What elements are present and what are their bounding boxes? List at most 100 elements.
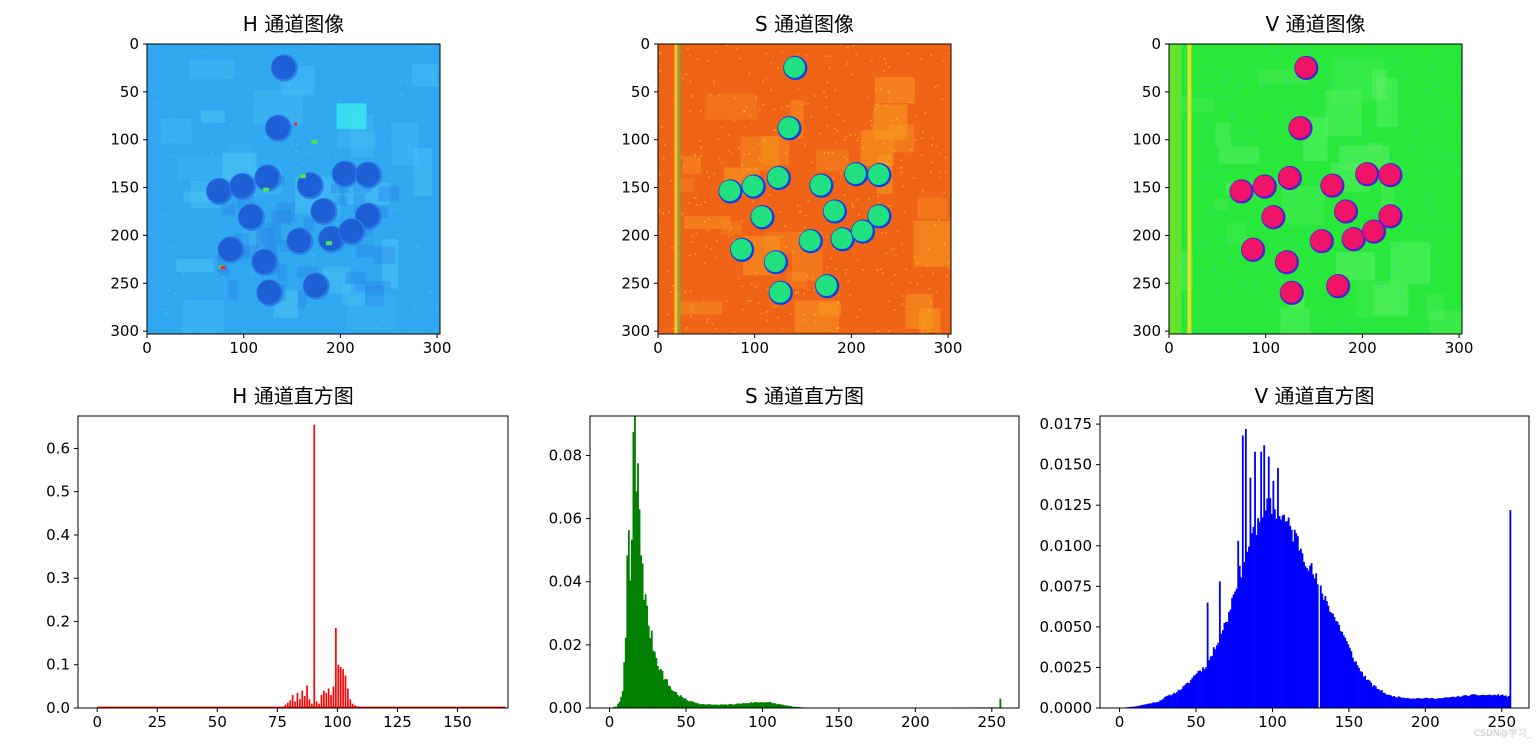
y-tick-label: 50 (120, 83, 139, 101)
image-speckle (1291, 159, 1294, 161)
image-speckle (280, 308, 282, 311)
image-speckle (1325, 114, 1328, 116)
image-speckle (781, 328, 784, 331)
histogram-bars (1121, 428, 1512, 708)
histogram-bar (1267, 456, 1270, 708)
histogram-bar (1166, 695, 1169, 708)
histogram-bar (621, 691, 624, 708)
histogram-bar (750, 702, 753, 708)
histogram-bar (1405, 698, 1408, 708)
image-speckle (168, 155, 171, 157)
image-patch (1181, 97, 1215, 113)
image-speckle (1193, 56, 1196, 58)
histogram-bar (1200, 671, 1203, 708)
image-speckle (208, 140, 211, 142)
histogram-bar (737, 703, 740, 708)
image-speckle (400, 93, 402, 96)
image-speckle (211, 228, 214, 231)
image-speckle (932, 272, 934, 275)
image-speckle (424, 319, 427, 322)
histogram-bar (1351, 657, 1354, 708)
image-background (1169, 44, 1462, 334)
image-edge-line (1187, 44, 1192, 334)
image-speckle (810, 116, 812, 118)
image-speckle (915, 114, 918, 117)
image-patch (786, 271, 808, 289)
histogram-bar (1329, 611, 1331, 708)
image-speckle (833, 248, 835, 250)
image-speckle (1346, 328, 1349, 331)
histogram-bar (1244, 428, 1247, 708)
image-accent (311, 139, 318, 144)
histogram-bar (1218, 581, 1221, 708)
y-tick-label: 0.3 (46, 569, 70, 587)
histogram-bar (777, 703, 780, 708)
histogram-bar (1468, 696, 1470, 708)
y-tick-label: 0.08 (549, 446, 582, 464)
image-speckle (1308, 232, 1311, 234)
histogram-bar (1310, 563, 1313, 708)
histogram-bar (1494, 694, 1496, 708)
image-speckle (1390, 246, 1392, 248)
image-speckle (946, 274, 948, 277)
image-speckle (246, 201, 248, 204)
histogram-bar (614, 706, 616, 708)
image-speckle (700, 110, 702, 113)
histogram-bar (1316, 584, 1319, 708)
image-speckle (1447, 248, 1450, 251)
image-speckle (1394, 60, 1397, 62)
histogram-bar (1222, 630, 1224, 708)
histogram-bar (1225, 621, 1227, 708)
image-speckle (235, 108, 238, 110)
histogram-bar (1185, 683, 1188, 708)
image-speckle (811, 161, 814, 164)
image-speckle (871, 60, 873, 63)
image-blob (778, 117, 800, 139)
image-speckle (152, 203, 155, 206)
image-patch (411, 63, 437, 87)
x-tick-label: 50 (208, 713, 227, 731)
image-speckle (743, 153, 746, 156)
image-speckle (1433, 324, 1435, 327)
image-speckle (224, 121, 227, 123)
image-speckle (1192, 177, 1195, 180)
image-speckle (736, 48, 738, 50)
image-speckle (382, 126, 385, 129)
histogram-bar (1434, 698, 1437, 708)
histogram-bar (999, 698, 1002, 708)
histogram-bar (1332, 613, 1334, 708)
image-speckle (184, 60, 187, 63)
image-speckle (757, 302, 760, 304)
image-speckle (788, 105, 791, 108)
image-speckle (806, 274, 808, 277)
image-speckle (1435, 71, 1437, 74)
image-speckle (752, 200, 754, 203)
image-speckle (1408, 173, 1411, 176)
image-speckle (1442, 144, 1445, 146)
image-speckle (733, 239, 735, 242)
image-speckle (376, 255, 378, 257)
image-speckle (363, 293, 366, 296)
image-speckle (419, 202, 421, 205)
image-speckle (265, 325, 268, 327)
image-speckle (1389, 271, 1391, 274)
image-speckle (694, 153, 697, 156)
image-speckle (837, 326, 840, 329)
image-speckle (1183, 94, 1186, 96)
image-speckle (1264, 254, 1267, 256)
image-speckle (812, 314, 815, 316)
image-blob (719, 180, 741, 202)
image-patch (1426, 294, 1445, 320)
histogram-bar (731, 704, 734, 708)
image-speckle (1264, 149, 1266, 152)
y-tick-label: 150 (1132, 179, 1161, 197)
image-speckle (1317, 177, 1320, 179)
histogram-bar (1483, 695, 1486, 708)
y-tick-label: 300 (621, 322, 650, 340)
histogram-bar (1307, 570, 1310, 708)
histogram-bar (1504, 695, 1507, 708)
image-speckle (394, 208, 397, 211)
histogram-bar (1367, 679, 1370, 708)
histogram-bar (734, 704, 737, 708)
